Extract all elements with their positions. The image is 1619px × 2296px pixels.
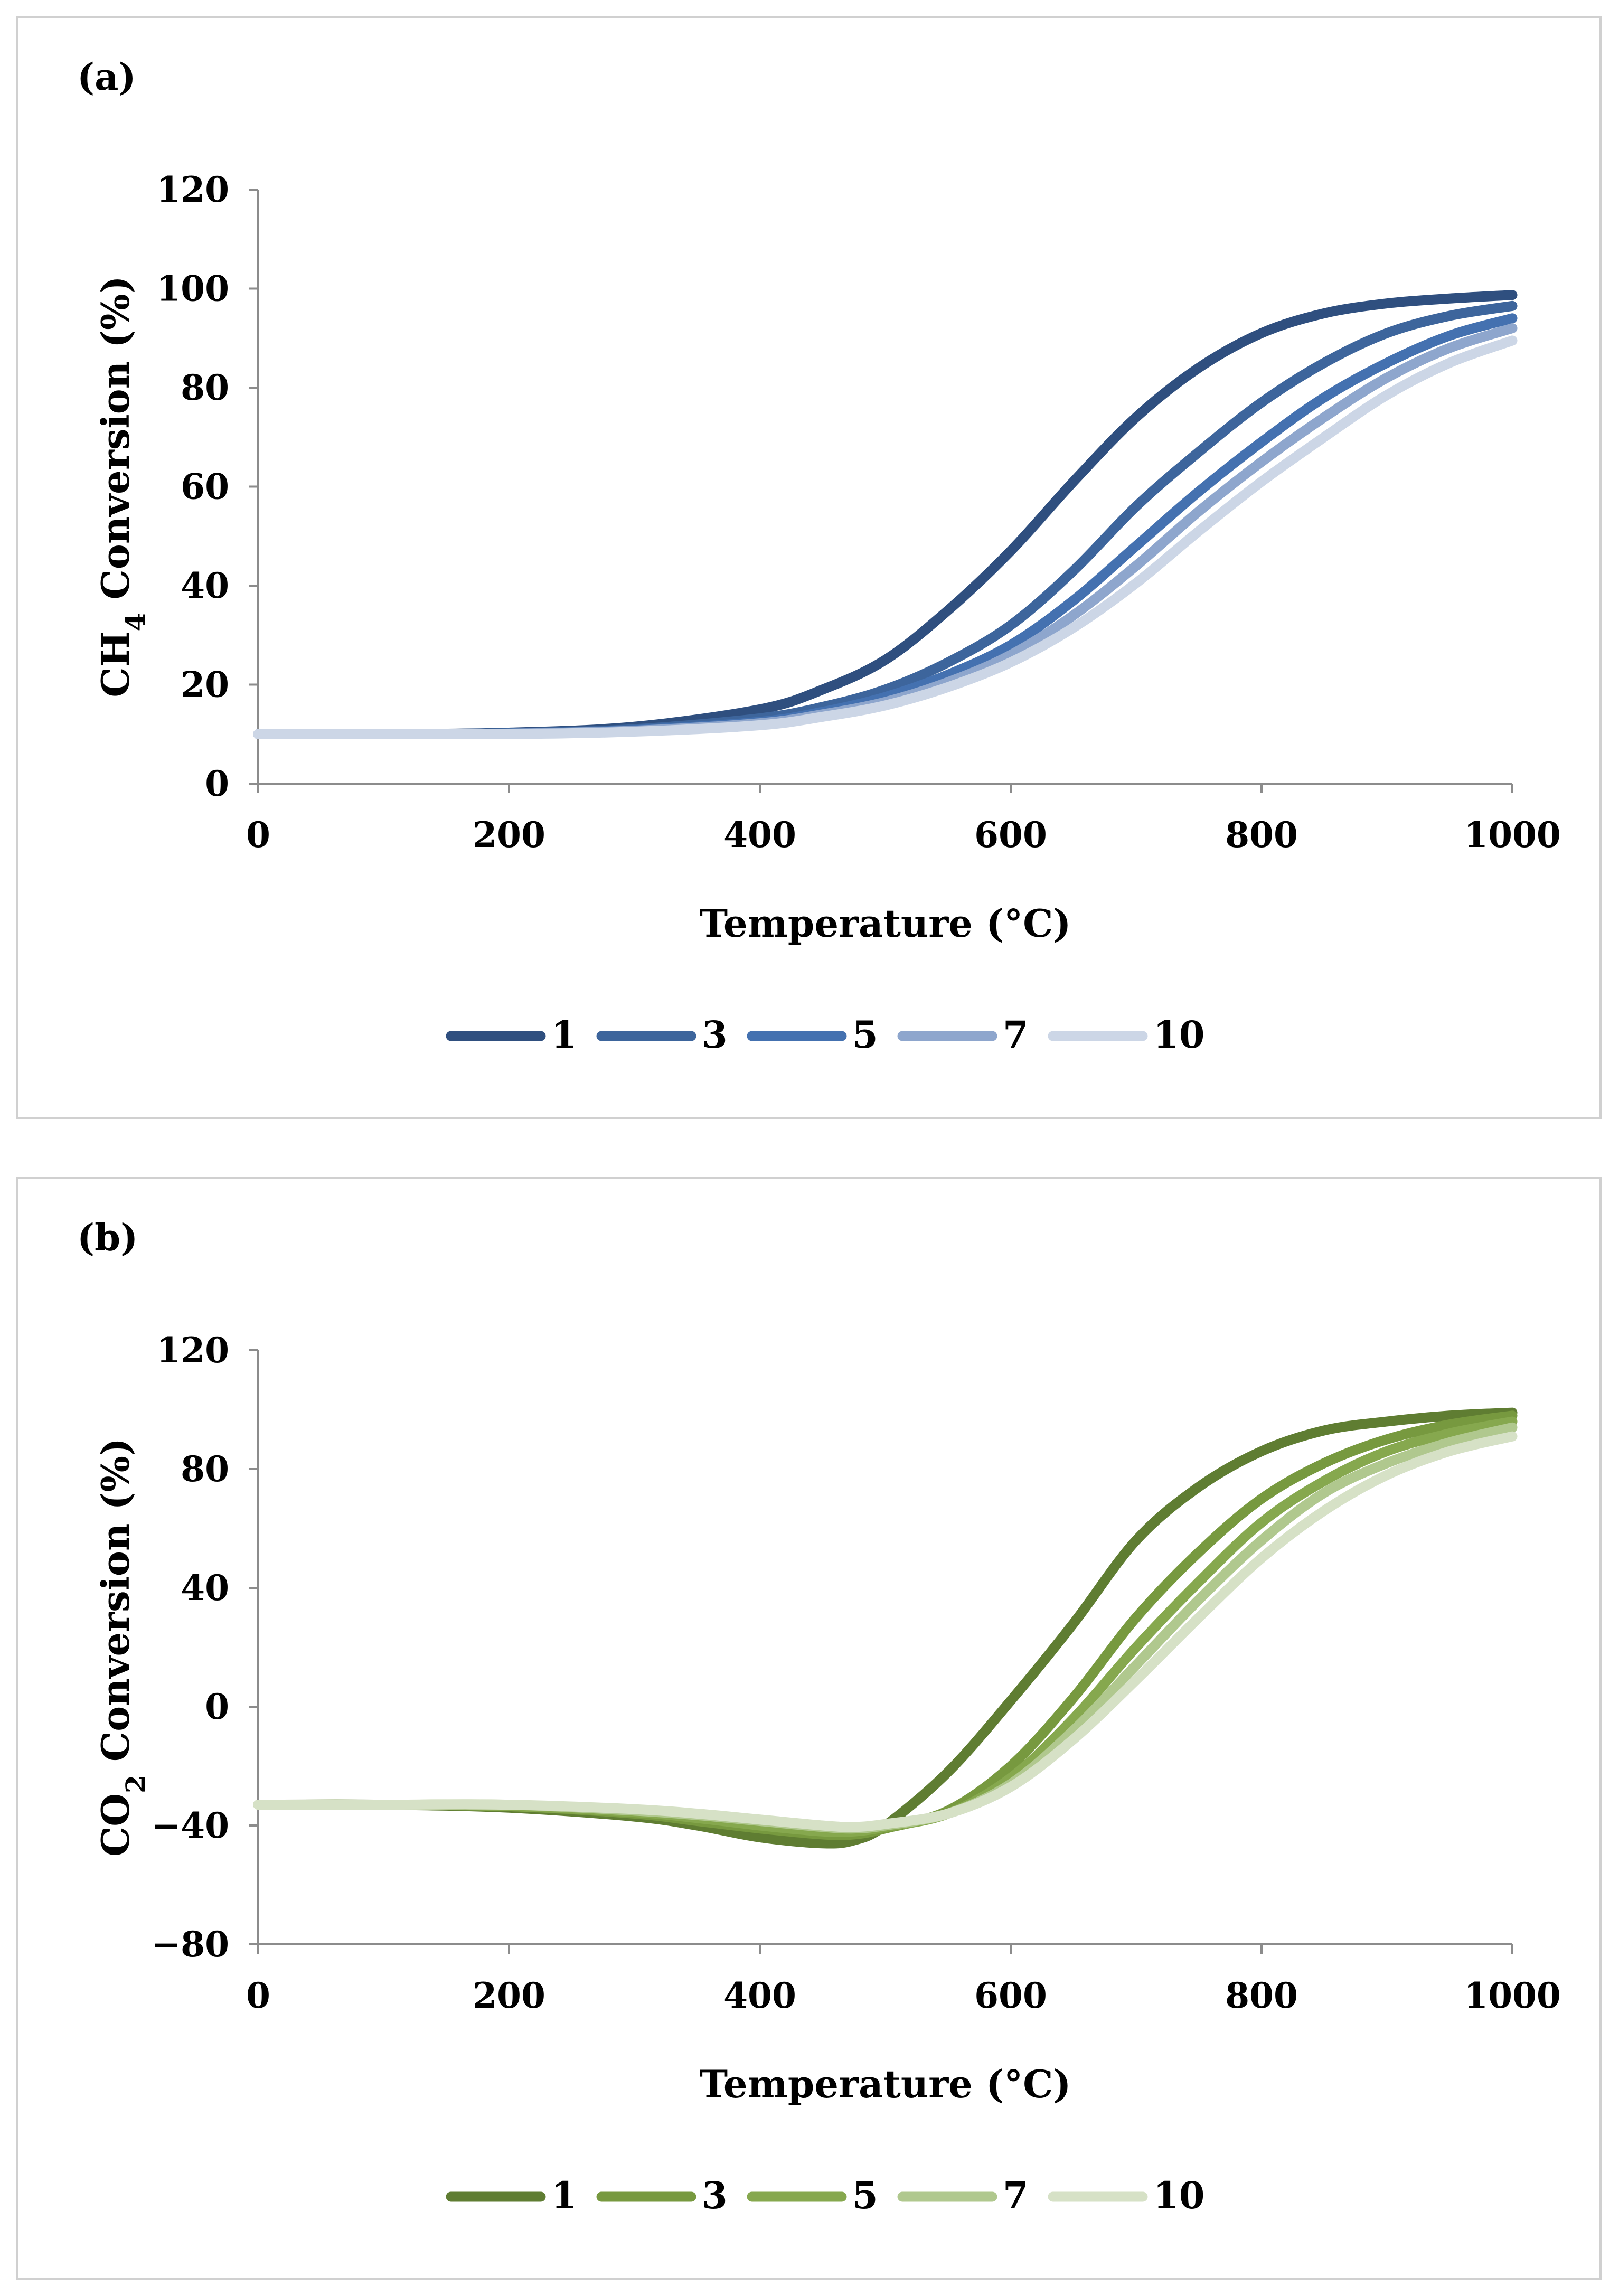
y-tick-label: 20 bbox=[181, 664, 229, 705]
y-tick-label: 40 bbox=[181, 565, 229, 606]
x-tick-label: 600 bbox=[974, 1975, 1047, 2016]
legend-label-7: 7 bbox=[1003, 2173, 1029, 2217]
y-tick-label: −40 bbox=[152, 1805, 229, 1846]
x-tick-label: 0 bbox=[246, 1975, 270, 2016]
y-tick-label: 0 bbox=[205, 763, 229, 804]
series-line-3 bbox=[253, 300, 1518, 739]
legend-label-10: 10 bbox=[1153, 1013, 1204, 1057]
series-line-5 bbox=[253, 1416, 1518, 1837]
y-tick-label: 100 bbox=[156, 268, 229, 309]
x-tick-label: 400 bbox=[723, 1975, 796, 2016]
y-axis-title: CH4 Conversion (%) bbox=[93, 276, 151, 697]
series-line-7 bbox=[253, 323, 1518, 739]
panel-label: (b) bbox=[77, 1216, 138, 1259]
x-tick-label: 200 bbox=[473, 814, 545, 855]
y-tick-label: 60 bbox=[181, 466, 229, 507]
y-tick-label: 80 bbox=[181, 367, 229, 408]
legend-label-5: 5 bbox=[852, 1013, 878, 1057]
x-tick-label: 200 bbox=[473, 1975, 545, 2016]
x-tick-label: 1000 bbox=[1464, 814, 1561, 855]
x-tick-label: 1000 bbox=[1464, 1975, 1561, 2016]
panel-label: (a) bbox=[77, 55, 136, 99]
legend-label-1: 1 bbox=[551, 1013, 577, 1057]
series-line-10 bbox=[253, 335, 1518, 740]
legend-label-3: 3 bbox=[702, 1013, 728, 1057]
series-line-5 bbox=[253, 313, 1518, 739]
x-tick-label: 400 bbox=[723, 814, 796, 855]
y-tick-label: 120 bbox=[156, 169, 229, 210]
legend-label-5: 5 bbox=[852, 2173, 878, 2217]
legend-label-7: 7 bbox=[1003, 1013, 1029, 1057]
series-line-7 bbox=[253, 1422, 1518, 1834]
y-tick-label: 80 bbox=[181, 1448, 229, 1490]
series-line-10 bbox=[253, 1431, 1518, 1832]
y-tick-label: 120 bbox=[156, 1330, 229, 1371]
legend-label-10: 10 bbox=[1153, 2173, 1204, 2217]
y-tick-label: −80 bbox=[152, 1924, 229, 1965]
chart-panel-a: (a) 0 20 40 60 80 100 120 0 200 400 600 800 1000 Temp… bbox=[16, 16, 1602, 1119]
y-axis-title: CO2 Conversion (%) bbox=[93, 1438, 151, 1857]
x-tick-label: 0 bbox=[246, 814, 270, 855]
x-tick-label: 800 bbox=[1225, 1975, 1298, 2016]
ch4-conversion-chart: 0 20 40 60 80 100 120 0 200 400 600 800 1000 Temperat… bbox=[93, 169, 1561, 1057]
x-axis-title: Temperature (°C) bbox=[700, 901, 1071, 946]
x-axis-title: Temperature (°C) bbox=[700, 2062, 1071, 2106]
legend-label-1: 1 bbox=[551, 2173, 577, 2217]
co2-conversion-chart: −80 −40 0 40 80 120 0 200 400 600 800 1000 Temperatu… bbox=[93, 1330, 1561, 2217]
chart-panel-b: (b) −80 −40 0 40 80 120 0 200 400 600 800 1000 Tempe… bbox=[16, 1177, 1602, 2280]
x-tick-label: 600 bbox=[974, 814, 1047, 855]
y-tick-label: 0 bbox=[205, 1686, 229, 1727]
legend-label-3: 3 bbox=[702, 2173, 728, 2217]
x-tick-label: 800 bbox=[1225, 814, 1298, 855]
y-tick-label: 40 bbox=[181, 1567, 229, 1608]
